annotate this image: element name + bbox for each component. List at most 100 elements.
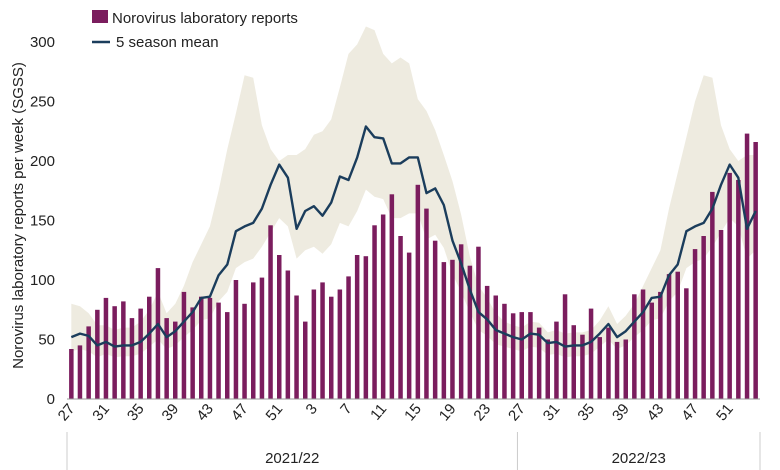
x-tick-label: 23 (470, 401, 494, 425)
five-season-mean-line (70, 125, 757, 348)
bar-week-35 (588, 308, 594, 399)
bar-week-5 (329, 296, 334, 399)
bar-week-16 (424, 208, 429, 399)
bar-week-50 (718, 230, 724, 399)
bar-week-28 (77, 345, 83, 399)
bar-week-47 (692, 249, 698, 399)
bar-week-43 (207, 297, 213, 399)
bar-week-31 (554, 321, 559, 399)
bar-week-45 (675, 271, 680, 399)
y-tick-label: 50 (38, 332, 55, 349)
confidence-band-layer (71, 26, 756, 358)
y-tick-label: 150 (30, 213, 55, 230)
bar-week-37 (606, 327, 611, 399)
y-tick-label: 300 (30, 34, 55, 51)
x-tick-label: 31 (540, 401, 564, 425)
bar-week-46 (684, 288, 689, 399)
bar-week-48 (251, 282, 256, 399)
bar-week-2 (303, 321, 308, 399)
bar-week-34 (129, 318, 135, 399)
y-tick-label: 0 (47, 391, 55, 408)
x-tick-label: 35 (574, 401, 598, 425)
bar-week-36 (147, 296, 152, 399)
x-tick-label: 3 (303, 401, 321, 418)
bar-layer (69, 133, 758, 400)
bar-week-31 (103, 297, 109, 399)
legend: 95% Confidence interval Norovirus laborat… (92, 0, 298, 51)
bar-week-50 (268, 225, 273, 399)
legend-swatch-bars (92, 10, 108, 23)
bar-week-46 (233, 280, 239, 399)
x-tick-label: 39 (609, 401, 633, 425)
bar-week-52 (285, 270, 291, 399)
y-tick-label: 250 (30, 94, 55, 111)
bar-week-49 (259, 277, 265, 399)
x-tick-label: 31 (89, 401, 113, 425)
x-tick-label: 27 (55, 401, 79, 425)
bar-week-34 (580, 334, 585, 399)
season-label: 2021/22 (265, 450, 319, 467)
bar-week-4 (320, 282, 325, 399)
bar-week-47 (242, 303, 247, 399)
y-tick-label: 200 (30, 153, 55, 170)
legend-label-band: 95% Confidence interval (112, 0, 275, 4)
bar-week-30 (95, 309, 100, 400)
bar-week-3 (311, 289, 317, 399)
bar-week-45 (225, 312, 230, 399)
bar-week-35 (138, 308, 143, 399)
bar-week-10 (372, 225, 377, 399)
bar-week-43 (658, 291, 663, 399)
season-label: 2022/23 (612, 450, 666, 467)
bar-week-9 (363, 256, 369, 399)
bar-week-42 (649, 302, 654, 399)
bar-week-1 (294, 295, 299, 399)
bar-week-26 (510, 313, 516, 399)
bar-week-37 (155, 268, 161, 399)
bar-week-17 (432, 240, 438, 399)
bar-week-30 (545, 339, 550, 399)
bar-week-42 (199, 296, 204, 399)
bar-week-25 (502, 303, 507, 399)
x-tick-label: 51 (713, 401, 737, 425)
bar-week-2 (753, 142, 758, 399)
bar-week-29 (86, 326, 91, 399)
bar-week-33 (121, 301, 126, 399)
mean-line-layer (70, 125, 757, 348)
bar-week-41 (640, 289, 646, 399)
bar-week-18 (441, 262, 447, 399)
bar-week-52 (736, 180, 741, 399)
x-tick-label: 27 (505, 401, 529, 425)
bar-week-11 (380, 214, 386, 399)
bar-week-13 (398, 236, 403, 399)
bar-week-28 (528, 312, 533, 399)
bar-week-39 (623, 339, 628, 399)
x-tick-label: 19 (436, 401, 460, 425)
x-tick-label: 15 (401, 401, 425, 425)
x-tick-label: 51 (263, 401, 287, 425)
bar-week-32 (112, 306, 117, 399)
bar-week-36 (597, 337, 602, 399)
x-tick-label: 7 (337, 401, 355, 418)
bar-week-48 (701, 236, 706, 399)
bar-week-6 (337, 289, 343, 399)
bar-week-29 (536, 327, 542, 399)
x-tick-label: 47 (678, 401, 702, 425)
bar-week-51 (277, 255, 282, 399)
bar-week-39 (173, 321, 178, 399)
x-tick-label: 43 (193, 401, 217, 425)
x-tick-label: 47 (228, 401, 252, 425)
bar-week-40 (181, 291, 187, 399)
bar-week-19 (450, 259, 455, 399)
bar-week-40 (632, 294, 637, 399)
legend-label-bars: Norovirus laboratory reports (112, 10, 298, 27)
bar-week-49 (710, 191, 715, 399)
y-tick-label: 100 (30, 272, 55, 289)
y-axis-title: Norovirus laboratory reports per week (S… (10, 62, 27, 369)
bar-week-7 (346, 276, 351, 399)
legend-label-line: 5 season mean (116, 34, 219, 51)
bar-week-51 (727, 172, 732, 399)
bar-week-22 (476, 246, 481, 399)
bar-week-8 (354, 255, 360, 399)
